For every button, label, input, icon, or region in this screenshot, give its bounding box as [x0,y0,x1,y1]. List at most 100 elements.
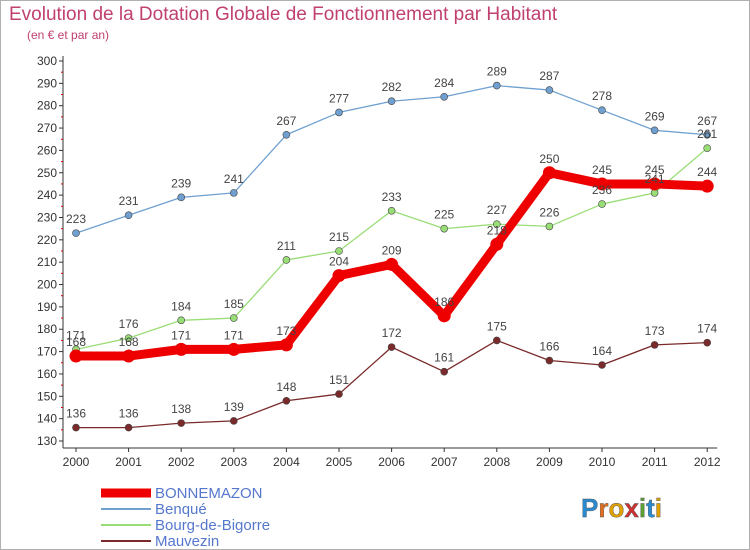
y-tick-label: 200 [37,278,57,292]
data-label: 226 [539,205,559,219]
x-tick-label: 2011 [642,455,668,469]
x-tick-label: 2004 [273,455,300,469]
data-point [492,336,501,345]
x-tick-label: 2000 [63,455,90,469]
data-label: 161 [434,351,454,365]
data-point [490,237,504,251]
data-point [230,189,238,197]
y-tick-label: 250 [37,166,57,180]
data-label: 233 [382,190,402,204]
y-tick-label: 270 [37,121,57,135]
data-point [387,97,396,106]
data-label: 168 [119,335,139,349]
data-point [282,396,291,405]
x-tick-label: 2002 [168,455,195,469]
data-point [440,224,449,233]
y-tick-label: 170 [37,345,57,359]
data-point [703,338,712,347]
data-point [335,247,343,255]
x-tick-label: 2007 [431,455,458,469]
y-tick-label: 140 [37,412,57,426]
data-point [703,144,712,152]
data-point [703,130,712,139]
data-label: 211 [277,239,296,253]
data-point [648,177,662,191]
data-label: 151 [329,373,349,387]
data-point [124,211,133,220]
data-point [174,342,188,356]
x-tick-label: 2010 [589,455,616,469]
y-tick-label: 130 [37,434,57,448]
data-label: 171 [66,328,86,342]
data-point [335,108,343,117]
data-label: 289 [487,65,507,79]
data-label: 241 [224,172,244,186]
data-point [332,269,346,283]
data-point [72,229,80,237]
data-label: 241 [645,172,665,186]
data-point [650,126,659,135]
chart-subtitle: (en € et par an) [27,28,110,42]
x-tick-label: 2008 [483,455,510,469]
data-point [545,86,554,94]
legend-label: BONNEMAZON [155,485,263,502]
data-label: 269 [645,109,665,123]
data-label: 171 [171,328,191,342]
data-point [124,334,133,342]
y-tick-label: 180 [37,322,57,336]
data-label: 245 [592,163,612,177]
data-point [122,349,136,363]
data-label: 176 [119,317,139,331]
data-point [598,106,606,114]
data-label: 223 [66,212,86,226]
data-label: 231 [119,194,139,208]
data-label: 136 [66,407,86,421]
data-label: 185 [224,297,244,311]
data-point [387,343,396,351]
data-label: 267 [276,114,296,128]
data-point [387,206,396,215]
data-label: 166 [539,340,559,354]
data-point [595,177,609,191]
data-point [177,419,185,427]
chart-title: Evolution de la Dotation Globale de Fonc… [9,4,558,25]
legend-label: Benqué [155,501,207,518]
x-tick-label: 2001 [115,455,142,469]
data-point [440,367,449,376]
data-point [542,166,556,180]
data-label: 218 [487,223,507,237]
data-point [279,338,293,352]
data-point [650,341,659,349]
y-tick-label: 280 [37,99,57,113]
data-point [282,256,291,264]
x-tick-label: 2009 [536,455,563,469]
data-point [124,423,133,432]
data-label: 278 [592,89,612,103]
data-point [492,81,501,90]
data-point [598,200,606,208]
data-label: 261 [697,127,717,141]
proxiti-logo: Proxiti [581,493,662,523]
data-label: 173 [276,324,296,338]
data-label: 173 [645,324,665,338]
data-label: 174 [697,322,717,336]
legend-label: Bourg-de-Bigorre [155,517,270,534]
data-label: 284 [434,76,454,90]
data-point [545,222,554,231]
data-point [227,342,241,356]
x-tick-label: 2006 [378,455,405,469]
data-point [282,130,291,139]
data-label: 138 [171,402,191,416]
data-label: 172 [382,326,402,340]
data-label: 136 [119,407,139,421]
y-tick-label: 190 [37,300,57,314]
data-point [72,423,80,432]
y-tick-label: 300 [37,54,57,68]
y-tick-label: 290 [37,76,57,90]
data-point [69,349,83,363]
data-label: 204 [329,255,349,269]
x-tick-label: 2005 [326,455,353,469]
data-point [177,316,185,325]
